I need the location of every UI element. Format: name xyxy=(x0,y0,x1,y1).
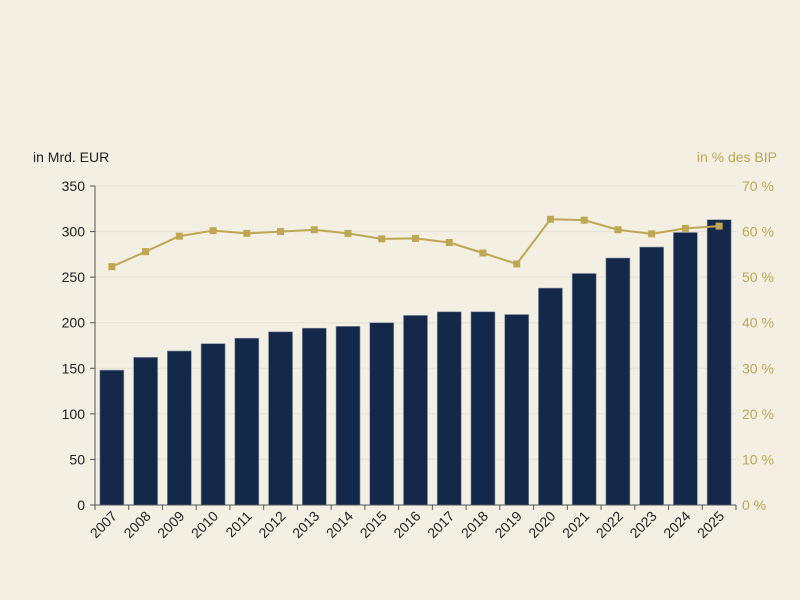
left-tick-label: 200 xyxy=(62,315,86,331)
x-tick-label: 2020 xyxy=(525,508,558,541)
line-point xyxy=(479,249,487,257)
bar xyxy=(538,287,563,506)
left-tick-label: 350 xyxy=(62,178,86,194)
x-tick-label: 2011 xyxy=(222,508,255,541)
x-tick-label: 2015 xyxy=(357,508,390,541)
line-point xyxy=(715,222,723,230)
line-point xyxy=(142,248,150,256)
right-tick-label: 30 % xyxy=(742,360,774,376)
x-tick-label: 2009 xyxy=(154,508,187,541)
bar xyxy=(99,369,125,506)
right-axis-label: in % des BIP xyxy=(697,149,777,165)
x-tick-label: 2018 xyxy=(458,508,491,541)
bar xyxy=(470,311,496,506)
x-tick-label: 2014 xyxy=(323,508,356,541)
bar xyxy=(335,326,361,506)
left-tick-label: 150 xyxy=(62,360,86,376)
right-tick-label: 10 % xyxy=(742,451,774,467)
line-point xyxy=(580,216,588,224)
right-tick-label: 40 % xyxy=(742,315,774,331)
x-tick-label: 2010 xyxy=(188,508,221,541)
bar xyxy=(234,337,260,506)
bar xyxy=(301,327,327,506)
left-tick-label: 100 xyxy=(62,406,86,422)
line-point xyxy=(681,224,689,232)
x-tick-label: 2022 xyxy=(593,508,626,541)
line-point xyxy=(614,226,622,234)
bar xyxy=(436,311,462,506)
left-tick-label: 50 xyxy=(69,451,85,467)
line-point xyxy=(412,234,419,242)
line-point xyxy=(209,227,217,235)
line-point xyxy=(648,230,656,238)
line-point xyxy=(243,229,251,237)
right-tick-label: 50 % xyxy=(742,269,774,285)
bar xyxy=(133,357,158,506)
line-point xyxy=(445,239,453,247)
x-tick-label: 2007 xyxy=(87,508,120,541)
line-point xyxy=(310,226,318,234)
bar xyxy=(369,322,395,506)
x-tick-label: 2013 xyxy=(289,508,322,541)
bar xyxy=(200,343,226,506)
right-tick-label: 0 % xyxy=(742,497,766,513)
x-tick-label: 2008 xyxy=(120,508,153,541)
right-tick-label: 70 % xyxy=(742,178,774,194)
bar xyxy=(504,314,530,506)
bar xyxy=(673,232,698,506)
left-tick-label: 300 xyxy=(62,224,86,240)
left-tick-label: 250 xyxy=(62,269,86,285)
left-tick-label: 0 xyxy=(77,497,85,513)
line-point xyxy=(277,228,285,236)
right-tick-label: 20 % xyxy=(742,406,774,422)
x-tick-label: 2023 xyxy=(626,508,659,541)
line-point xyxy=(546,215,554,223)
bar xyxy=(639,246,664,506)
right-tick-label: 60 % xyxy=(742,224,774,240)
x-tick-label: 2016 xyxy=(390,508,423,541)
bar xyxy=(605,257,631,506)
bar xyxy=(571,273,597,506)
bar xyxy=(167,350,192,506)
x-tick-label: 2019 xyxy=(491,508,524,541)
line-point xyxy=(513,260,521,268)
x-tick-label: 2017 xyxy=(424,508,457,541)
x-tick-label: 2025 xyxy=(694,508,727,541)
x-tick-label: 2024 xyxy=(660,508,693,541)
x-tick-label: 2021 xyxy=(559,508,592,541)
bar xyxy=(706,219,732,506)
bar xyxy=(403,315,428,506)
x-tick-label: 2012 xyxy=(255,508,288,541)
line-point xyxy=(108,263,116,271)
line-point xyxy=(378,235,386,243)
bar xyxy=(268,331,293,506)
line-point xyxy=(344,229,352,237)
line-point xyxy=(175,232,183,240)
left-axis-label: in Mrd. EUR xyxy=(33,149,109,165)
